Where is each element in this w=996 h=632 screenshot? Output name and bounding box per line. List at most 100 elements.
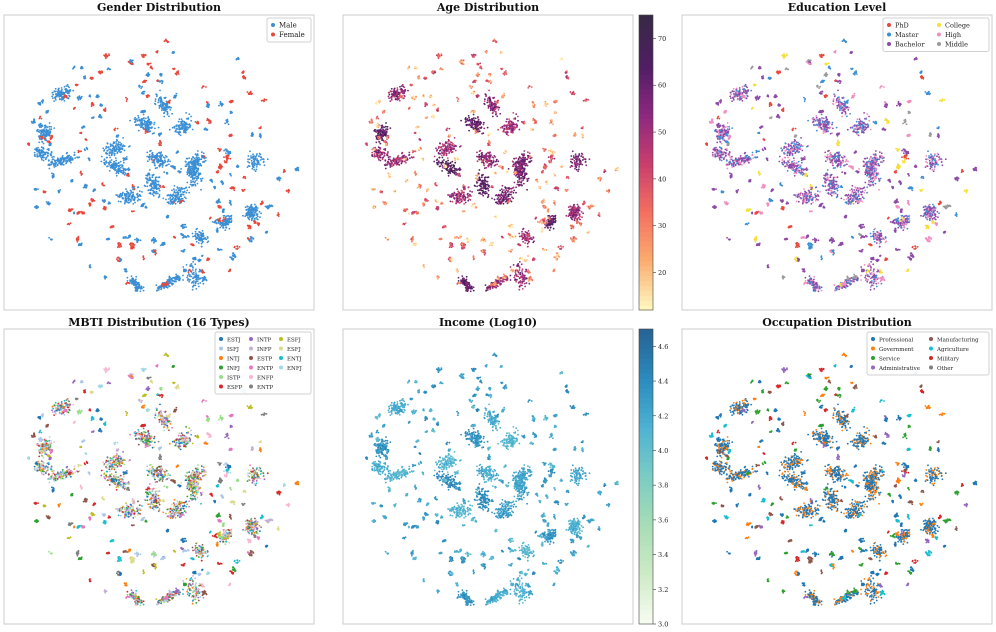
scatter-point xyxy=(53,156,55,158)
scatter-point xyxy=(47,155,49,157)
scatter-point xyxy=(195,231,197,233)
scatter-point xyxy=(199,236,201,238)
scatter-point xyxy=(136,238,138,240)
scatter-point xyxy=(57,157,59,159)
scatter-point xyxy=(226,149,228,151)
scatter-point xyxy=(138,85,140,87)
scatter-point xyxy=(147,96,149,98)
scatter-point xyxy=(125,97,127,99)
scatter-point xyxy=(210,217,212,219)
scatter-point xyxy=(86,148,88,150)
scatter-point xyxy=(74,152,76,154)
scatter-point xyxy=(223,224,225,226)
scatter-point xyxy=(68,223,70,225)
scatter-point xyxy=(116,171,118,173)
scatter-point xyxy=(247,166,249,168)
scatter-point xyxy=(155,100,157,102)
scatter-point xyxy=(192,176,194,178)
scatter-point xyxy=(65,158,67,160)
scatter-point xyxy=(260,212,262,214)
scatter-point xyxy=(249,158,251,160)
scatter-point xyxy=(259,153,261,155)
scatter-point xyxy=(258,156,260,158)
scatter-point xyxy=(40,134,42,136)
scatter-point xyxy=(52,97,54,99)
scatter-point xyxy=(199,277,201,279)
scatter-point xyxy=(196,228,198,230)
scatter-point xyxy=(54,161,56,163)
scatter-point xyxy=(227,218,229,220)
scatter-point xyxy=(73,154,75,156)
scatter-point xyxy=(55,93,57,95)
scatter-point xyxy=(115,172,117,174)
scatter-point xyxy=(49,168,51,170)
scatter-point xyxy=(108,202,110,204)
scatter-point xyxy=(77,150,79,152)
scatter-point xyxy=(57,92,59,94)
scatter-point xyxy=(63,160,65,162)
scatter-point xyxy=(109,157,111,159)
scatter-point xyxy=(220,249,222,251)
scatter-point xyxy=(195,281,197,283)
scatter-point xyxy=(217,248,219,250)
scatter-point xyxy=(195,176,197,178)
scatter-point xyxy=(226,158,228,160)
scatter-point xyxy=(207,259,209,261)
scatter-point xyxy=(198,242,200,244)
scatter-point xyxy=(198,175,200,177)
scatter-point xyxy=(191,265,193,267)
scatter-point xyxy=(199,269,201,271)
scatter-point xyxy=(89,94,91,96)
scatter-point xyxy=(67,161,69,163)
scatter-point xyxy=(111,159,113,161)
scatter-point xyxy=(165,97,167,99)
scatter-point xyxy=(220,101,222,103)
scatter-point xyxy=(193,259,195,261)
scatter-point xyxy=(249,165,251,167)
scatter-point xyxy=(123,169,125,171)
scatter-point xyxy=(261,158,263,160)
scatter-point xyxy=(221,180,223,182)
scatter-point xyxy=(156,95,158,97)
scatter-point xyxy=(246,212,248,214)
scatter-point xyxy=(34,152,36,154)
scatter-point xyxy=(126,156,128,158)
scatter-point xyxy=(103,162,105,164)
scatter-point xyxy=(170,107,172,109)
scatter-point xyxy=(80,132,82,134)
scatter-point xyxy=(222,227,224,229)
scatter-point xyxy=(196,277,198,279)
scatter-point xyxy=(67,93,69,95)
scatter-point xyxy=(118,165,120,167)
scatter-point xyxy=(252,209,254,211)
scatter-point xyxy=(106,157,108,159)
scatter-point xyxy=(65,160,67,162)
scatter-point xyxy=(245,206,247,208)
scatter-point xyxy=(141,288,143,290)
scatter-point xyxy=(260,156,262,158)
scatter-point xyxy=(195,270,197,272)
scatter-point xyxy=(43,128,45,130)
scatter-point xyxy=(229,228,231,230)
scatter-point xyxy=(201,238,203,240)
scatter-point xyxy=(132,59,134,61)
scatter-point xyxy=(38,142,40,144)
scatter-point xyxy=(277,212,279,214)
scatter-point xyxy=(283,171,285,173)
scatter-point xyxy=(55,99,57,101)
scatter-point xyxy=(89,160,91,162)
scatter-point xyxy=(229,215,231,217)
scatter-point xyxy=(96,97,98,99)
scatter-point xyxy=(127,173,129,175)
scatter-point xyxy=(40,133,42,135)
scatter-point xyxy=(252,153,254,155)
scatter-point xyxy=(65,88,67,90)
scatter-point xyxy=(249,219,251,221)
scatter-point xyxy=(283,169,285,171)
chart-canvas: MaleFemale203040506070Years OldPhDMaster… xyxy=(0,0,996,632)
scatter-point xyxy=(163,109,165,111)
scatter-point xyxy=(249,150,251,152)
scatter-point xyxy=(200,189,202,191)
scatter-point xyxy=(105,53,107,55)
scatter-point xyxy=(244,177,246,179)
